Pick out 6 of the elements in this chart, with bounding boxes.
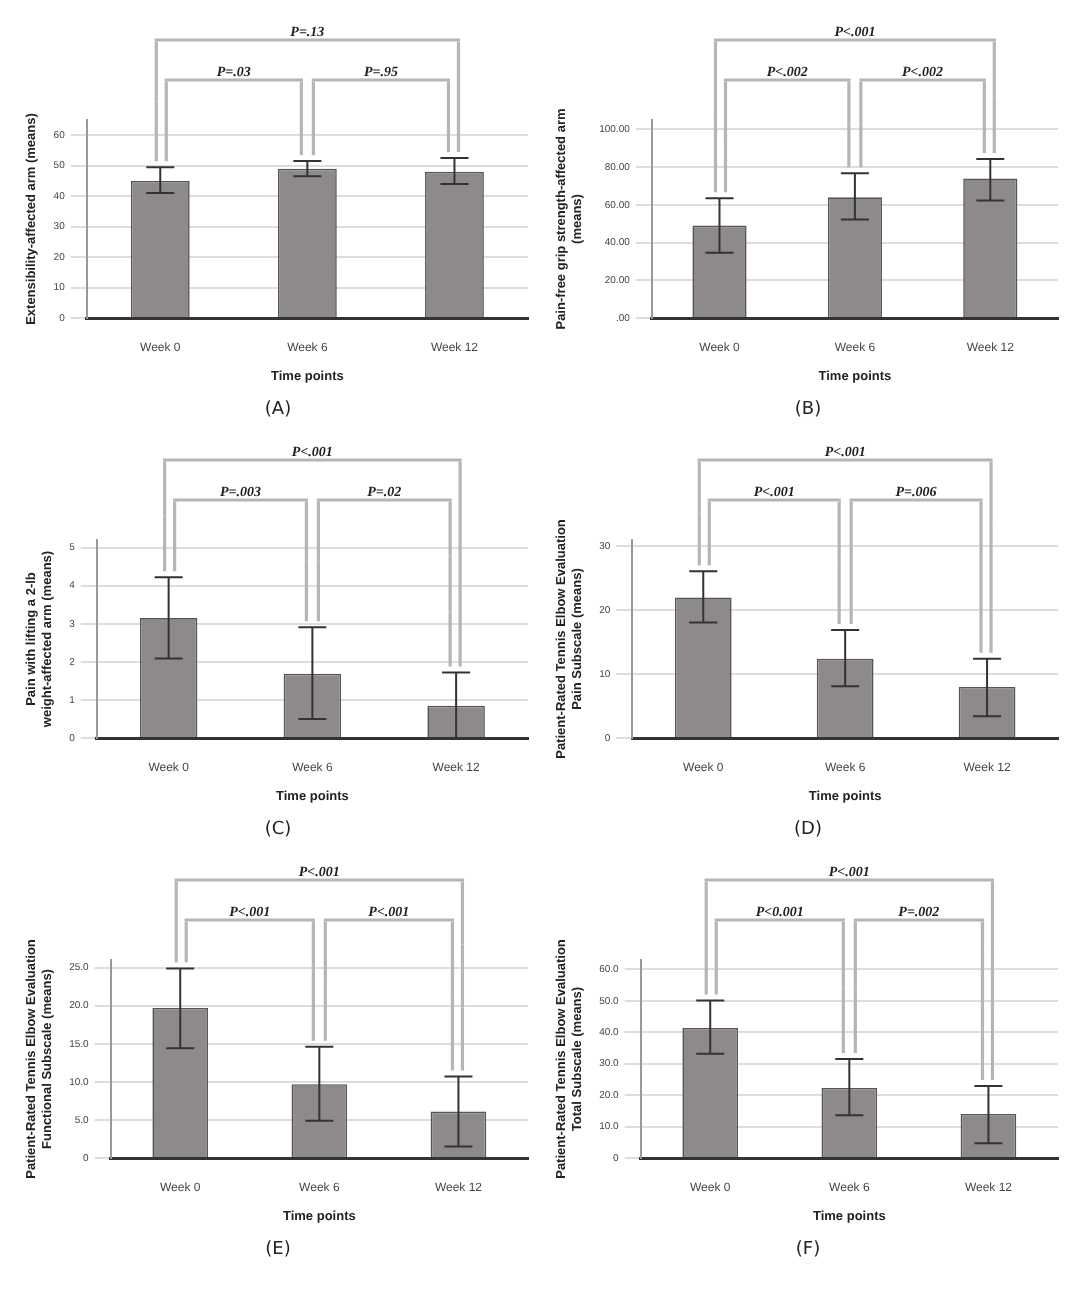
text: (E) <box>263 1240 293 1260</box>
text: (A) <box>262 400 294 420</box>
text: (B) <box>792 400 824 420</box>
text: (C) <box>262 820 294 840</box>
text: (D) <box>792 820 824 840</box>
text: (F) <box>793 1240 823 1260</box>
